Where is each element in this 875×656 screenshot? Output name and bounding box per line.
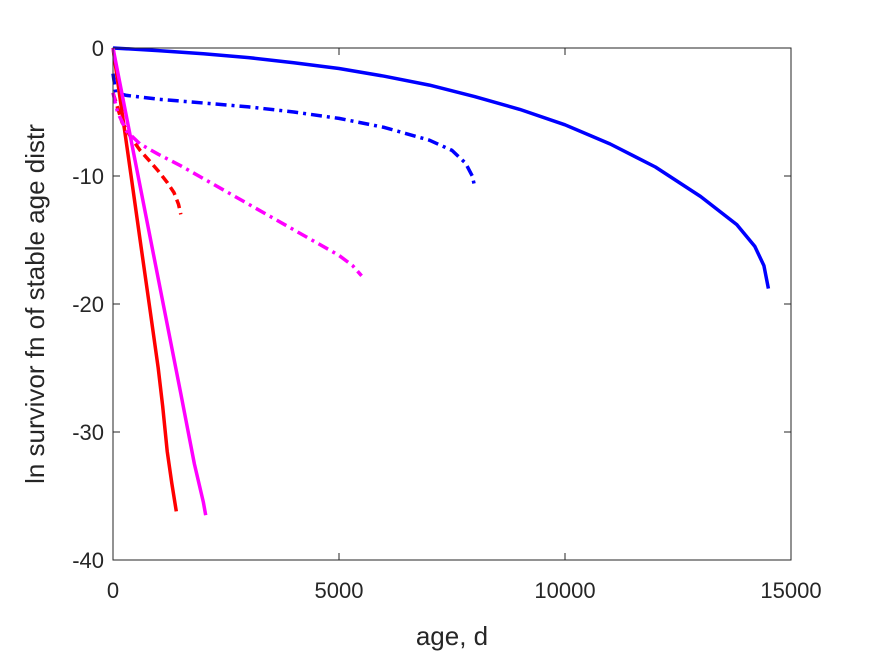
series-line-2 — [111, 73, 477, 187]
series-line-4 — [111, 92, 183, 215]
tick-layer: 0 5000 10000 15000 -40 -30 -20 -10 0 — [72, 36, 821, 603]
x-axis-label: age, d — [416, 621, 488, 651]
x-tick-label: 5000 — [315, 578, 364, 603]
y-axis-label: ln survivor fn of stable age distr — [20, 124, 50, 484]
series-line-1 — [112, 46, 771, 289]
plot-area — [113, 48, 791, 560]
y-tick-label: -20 — [72, 292, 104, 317]
x-tick-label: 10000 — [534, 578, 595, 603]
y-tick-label: -40 — [72, 548, 104, 573]
y-tick-label: -10 — [72, 164, 104, 189]
series-layer — [111, 46, 771, 516]
series-line-3 — [111, 47, 179, 512]
x-tick-label: 0 — [107, 578, 119, 603]
y-tick-label: 0 — [92, 36, 104, 61]
y-tick-label: -30 — [72, 420, 104, 445]
x-tick-label: 15000 — [760, 578, 821, 603]
series-line-5 — [111, 47, 208, 516]
